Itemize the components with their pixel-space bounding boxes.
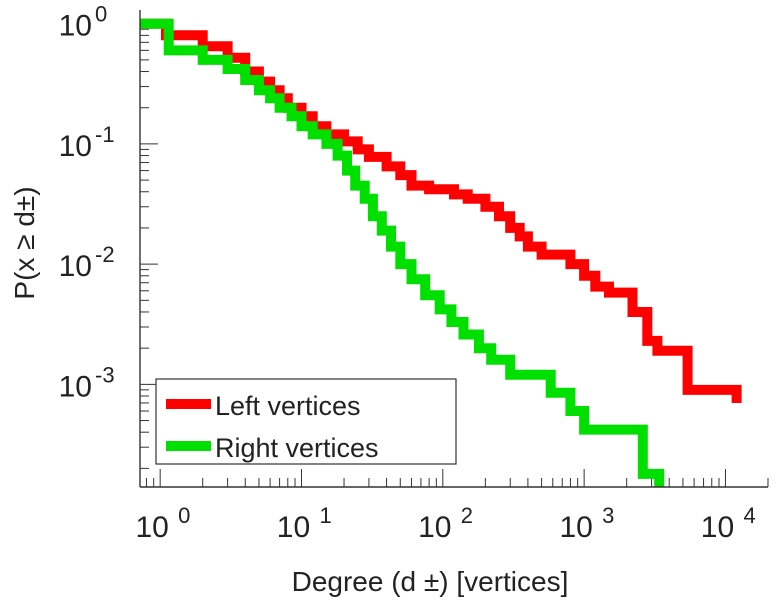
y-tick-label: 10 xyxy=(59,250,92,283)
x-axis-label: Degree (d ±) [vertices] xyxy=(292,566,569,597)
x-tick-exponent: 3 xyxy=(602,503,614,528)
legend-label-left-vertices: Left vertices xyxy=(215,391,361,421)
series-line-right-vertices xyxy=(140,18,665,487)
y-tick-exponent: 0 xyxy=(95,2,107,27)
x-tick-exponent: 0 xyxy=(178,503,190,528)
y-tick-label: 10 xyxy=(59,370,92,403)
y-tick-label: 10 xyxy=(59,130,92,163)
x-tick-exponent: 4 xyxy=(743,503,755,528)
y-tick-exponent: -1 xyxy=(95,122,115,147)
x-tick-label: 10 xyxy=(418,511,451,544)
tick-labels: 10 0 10 1 10 2 10 3 10 410 010 -110 -210 -3 xyxy=(59,2,756,544)
y-axis-label: P(x ≥ d±) xyxy=(9,186,40,299)
axes xyxy=(139,10,768,488)
x-tick-label: 10 xyxy=(701,511,734,544)
y-tick-exponent: -3 xyxy=(95,362,115,387)
x-tick-exponent: 1 xyxy=(319,503,331,528)
y-tick-label: 10 xyxy=(59,10,92,43)
series-line-left-vertices xyxy=(140,18,742,403)
x-tick-exponent: 2 xyxy=(461,503,473,528)
legend: Left vertices Right vertices xyxy=(155,378,457,465)
tick-marks xyxy=(140,23,769,487)
x-tick-label: 10 xyxy=(135,511,168,544)
legend-label-right-vertices: Right vertices xyxy=(215,433,379,463)
y-tick-exponent: -2 xyxy=(95,242,115,267)
x-tick-label: 10 xyxy=(277,511,310,544)
series-lines xyxy=(140,18,742,487)
x-tick-label: 10 xyxy=(559,511,592,544)
